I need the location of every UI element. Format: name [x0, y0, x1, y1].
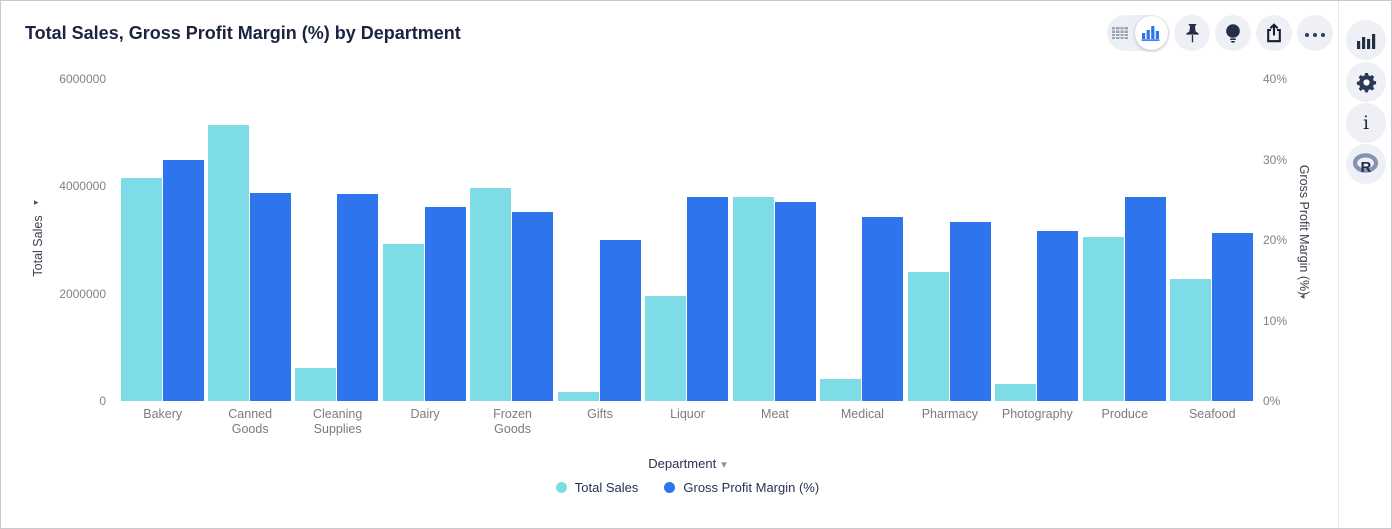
left-axis-tick: 4000000: [59, 179, 106, 194]
right-axis-tick: 10%: [1263, 313, 1288, 328]
left-axis-tick: 0: [99, 394, 106, 408]
x-category-label: Meat: [761, 407, 789, 421]
bar[interactable]: [1037, 231, 1079, 401]
x-category-label: Cleaning Supplies: [312, 407, 363, 436]
legend-label: Total Sales: [574, 480, 639, 495]
bar-chart-icon: [1357, 33, 1376, 49]
pin-button[interactable]: [1174, 15, 1210, 51]
x-category-label: Bakery: [143, 407, 183, 421]
bar[interactable]: [599, 240, 641, 401]
more-options-button[interactable]: [1297, 15, 1333, 51]
chart-toolbar: [1107, 15, 1333, 51]
x-axis-title: Department: [648, 456, 717, 471]
side-rail: i R: [1339, 1, 1391, 528]
insights-button[interactable]: [1215, 15, 1251, 51]
x-category-label: Photography: [1001, 407, 1073, 421]
chevron-down-icon: ▾: [721, 458, 727, 471]
left-axis-direction-icon: ▸: [34, 197, 39, 207]
x-category-label: Frozen Goods: [493, 407, 533, 436]
bar[interactable]: [1124, 197, 1166, 401]
rail-divider: [1338, 1, 1339, 528]
left-axis-tick: 2000000: [59, 286, 106, 301]
bar[interactable]: [162, 159, 204, 401]
legend-item[interactable]: Total Sales: [555, 480, 639, 495]
right-axis-tick: 30%: [1263, 152, 1288, 167]
right-axis-tick: 20%: [1263, 233, 1288, 247]
x-category-label: Seafood: [1188, 407, 1236, 421]
page-title: Total Sales, Gross Profit Margin (%) by …: [25, 23, 461, 43]
right-axis-title: Gross Profit Margin (%): [1297, 164, 1311, 296]
right-axis-tick: 40%: [1263, 72, 1288, 86]
x-category-label: Liquor: [670, 407, 705, 421]
settings-button[interactable]: [1346, 62, 1386, 102]
bar[interactable]: [820, 378, 862, 401]
bar[interactable]: [732, 197, 774, 401]
bar[interactable]: [557, 391, 599, 401]
bar[interactable]: [382, 243, 424, 401]
bar[interactable]: [907, 272, 949, 401]
bar[interactable]: [470, 187, 512, 401]
bar[interactable]: [1212, 232, 1254, 401]
chart-type-button[interactable]: [1346, 20, 1386, 60]
export-share-icon: [1267, 23, 1281, 43]
view-toggle: [1107, 15, 1169, 51]
bar[interactable]: [1170, 279, 1212, 401]
bar[interactable]: [337, 194, 379, 401]
x-category-label: Produce: [1101, 407, 1149, 421]
bar[interactable]: [949, 222, 991, 401]
bar[interactable]: [120, 178, 162, 401]
r-logo-icon: R: [1353, 153, 1379, 175]
legend-label: Gross Profit Margin (%): [683, 480, 820, 495]
ellipsis-more-icon: [1303, 24, 1327, 42]
bar[interactable]: [862, 216, 904, 401]
gear-icon: [1356, 72, 1376, 92]
pushpin-icon: [1185, 23, 1199, 42]
bar[interactable]: [774, 202, 816, 401]
chart-view-button[interactable]: [1134, 16, 1168, 50]
export-button[interactable]: [1256, 15, 1292, 51]
table-view-icon: [1111, 27, 1129, 39]
table-view-button[interactable]: [1107, 15, 1134, 51]
bar[interactable]: [687, 196, 729, 401]
left-axis-title: Total Sales: [31, 215, 45, 277]
x-category-label: Canned Goods: [228, 407, 273, 436]
bar[interactable]: [207, 125, 249, 401]
x-category-label: Medical: [840, 407, 884, 421]
plot-area: [119, 79, 1256, 401]
bar[interactable]: [295, 367, 337, 401]
legend: Total Sales Gross Profit Margin (%): [119, 480, 1256, 495]
bar[interactable]: [645, 295, 687, 401]
right-axis-direction-icon: ◂: [1300, 291, 1305, 301]
left-axis-tick: 6000000: [59, 72, 106, 86]
x-category-label: Dairy: [410, 407, 440, 421]
bar[interactable]: [249, 192, 291, 401]
svg-text:R: R: [1361, 159, 1372, 175]
info-button[interactable]: i: [1346, 103, 1386, 143]
x-category-label: Gifts: [587, 407, 613, 421]
bar[interactable]: [512, 211, 554, 401]
legend-color-dot: [664, 482, 676, 493]
right-axis-tick: 0%: [1263, 394, 1281, 408]
x-category-label: Pharmacy: [921, 407, 978, 421]
bar-chart-view-icon: [1141, 26, 1160, 41]
bar[interactable]: [995, 383, 1037, 401]
r-script-button[interactable]: R: [1346, 144, 1386, 184]
legend-item[interactable]: Gross Profit Margin (%): [664, 480, 819, 495]
legend-color-dot: [555, 482, 567, 493]
info-icon: i: [1362, 111, 1370, 134]
bar[interactable]: [1082, 236, 1124, 401]
x-axis-title-dropdown[interactable]: Department ▾: [119, 456, 1256, 471]
lightbulb-icon: [1226, 23, 1240, 43]
bar[interactable]: [424, 207, 466, 401]
